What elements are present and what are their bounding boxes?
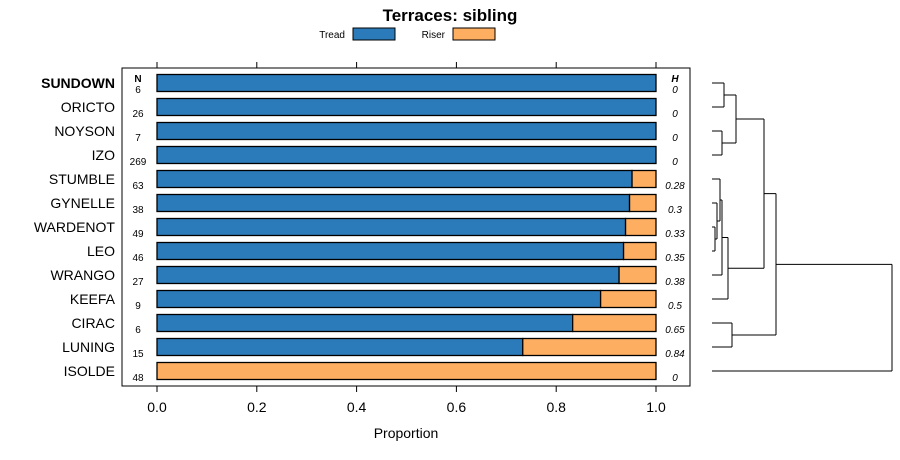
h-value: 0.3 [668, 205, 682, 216]
x-tick-label: 0.8 [546, 399, 566, 415]
h-value: 0.28 [665, 181, 685, 192]
bar-segment-riser [522, 337, 657, 357]
h-value: 0.5 [668, 301, 682, 312]
category-label: SUNDOWN [41, 75, 115, 91]
category-label: KEEFA [70, 291, 116, 307]
category-label: STUMBLE [49, 171, 115, 187]
n-value: 9 [135, 301, 141, 312]
h-value: 0 [672, 373, 678, 384]
legend-swatch-riser [452, 27, 496, 41]
h-value: 0.33 [665, 229, 685, 240]
category-label: WRANGO [50, 267, 115, 283]
category-label: NOYSON [54, 123, 115, 139]
chart-title: Terraces: sibling [383, 6, 518, 25]
bar-segment-riser [156, 361, 657, 381]
bar-segment-tread [156, 265, 620, 285]
bar-segment-tread [156, 169, 633, 189]
bar-row: CIRAC 6 0.65 [71, 313, 685, 336]
bar-segment-tread [156, 145, 657, 165]
bar-segment-tread [156, 73, 657, 93]
x-tick-label: 0.6 [447, 399, 467, 415]
n-value: 6 [135, 325, 141, 336]
h-value: 0 [672, 157, 678, 168]
x-axis-label: Proportion [374, 425, 439, 441]
legend-label-tread: Tread [319, 30, 345, 41]
bar-segment-riser [572, 313, 657, 333]
bar-segment-tread [156, 217, 627, 237]
dendrogram [712, 82, 893, 372]
category-label: WARDENOT [34, 219, 116, 235]
bar-segment-tread [156, 241, 625, 261]
x-tick-label: 0.2 [247, 399, 267, 415]
bar-segment-tread [156, 289, 602, 309]
bar-row: KEEFA 9 0.5 [70, 289, 682, 312]
bar-row: SUNDOWN 6 0 [41, 73, 678, 96]
n-value: 46 [132, 253, 144, 264]
h-value: 0.65 [665, 325, 685, 336]
bar-row: LEO 46 0.35 [87, 241, 685, 264]
bar-row: ORICTO 26 0 [61, 97, 678, 120]
category-label: GYNELLE [50, 195, 115, 211]
bar-segment-riser [624, 217, 657, 237]
n-value: 27 [132, 277, 144, 288]
category-label: ORICTO [61, 99, 115, 115]
h-value: 0.38 [665, 277, 685, 288]
bar-segment-tread [156, 193, 631, 213]
top-axis-ticks [156, 62, 657, 68]
legend-swatch-tread [352, 27, 396, 41]
category-label: LUNING [62, 339, 115, 355]
legend: Tread Riser [319, 27, 496, 41]
bar-segment-riser [622, 241, 657, 261]
bar-segment-tread [156, 121, 657, 141]
n-value: 26 [132, 109, 144, 120]
n-column-header: N [134, 74, 141, 85]
bar-segment-tread [156, 337, 524, 357]
bar-segment-riser [631, 169, 657, 189]
h-column-header: H [671, 74, 679, 85]
n-value: 49 [132, 229, 144, 240]
x-tick-label: 1.0 [646, 399, 666, 415]
category-label: ISOLDE [64, 363, 115, 379]
n-value: 38 [132, 205, 144, 216]
n-value: 48 [132, 373, 144, 384]
bar-row: GYNELLE 38 0.3 [50, 193, 682, 216]
bar-row: LUNING 15 0.84 [62, 337, 685, 360]
category-label: LEO [87, 243, 115, 259]
n-value: 269 [130, 157, 147, 168]
bar-row: STUMBLE 63 0.28 [49, 169, 685, 192]
bar-segment-tread [156, 313, 574, 333]
bar-row: WARDENOT 49 0.33 [34, 217, 685, 240]
x-axis: 0.0 0.2 0.4 0.6 0.8 1.0 [147, 386, 666, 415]
bar-segment-riser [618, 265, 657, 285]
bar-row: WRANGO 27 0.38 [50, 265, 685, 288]
bar-row: IZO 269 0 [92, 145, 678, 168]
category-label: CIRAC [71, 315, 115, 331]
bar-segment-riser [599, 289, 657, 309]
n-value: 15 [132, 349, 144, 360]
bar-segment-riser [628, 193, 657, 213]
plot-frame [121, 67, 691, 387]
h-value: 0 [672, 133, 678, 144]
h-value: 0 [672, 85, 678, 96]
h-value: 0.84 [665, 349, 685, 360]
x-tick-label: 0.0 [147, 399, 167, 415]
n-value: 63 [132, 181, 144, 192]
n-value: 6 [135, 85, 141, 96]
x-tick-label: 0.4 [347, 399, 367, 415]
bar-row: ISOLDE 48 0 [64, 361, 678, 384]
n-value: 7 [135, 133, 141, 144]
h-value: 0 [672, 109, 678, 120]
category-label: IZO [92, 147, 115, 163]
legend-label-riser: Riser [422, 30, 446, 41]
h-value: 0.35 [665, 253, 685, 264]
bar-row: NOYSON 7 0 [54, 121, 678, 144]
bar-segment-tread [156, 97, 657, 117]
